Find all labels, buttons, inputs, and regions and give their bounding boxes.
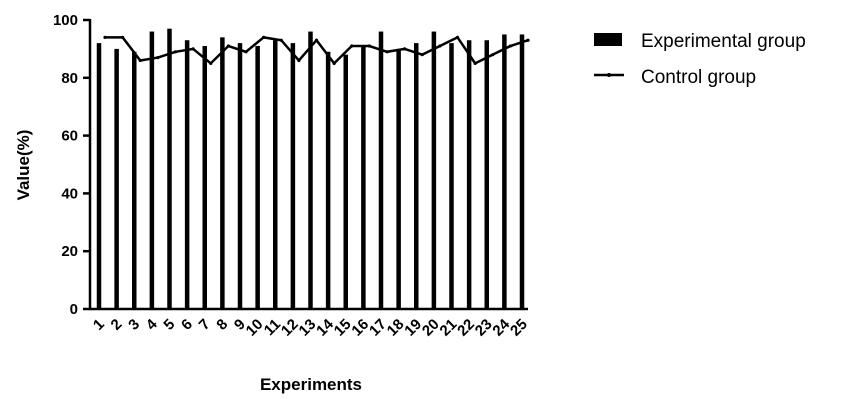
y-axis-title: Value(%) bbox=[14, 130, 33, 201]
x-tick-label-7: 7 bbox=[196, 316, 214, 334]
control-point-4 bbox=[156, 55, 160, 60]
bar-24 bbox=[502, 34, 507, 309]
control-point-23 bbox=[491, 53, 495, 57]
control-point-20 bbox=[438, 44, 442, 48]
legend-swatch-control-point bbox=[607, 73, 611, 77]
control-point-12 bbox=[297, 58, 301, 63]
control-point-10 bbox=[262, 35, 266, 39]
control-point-15 bbox=[350, 44, 354, 48]
y-tick-label: 60 bbox=[61, 128, 78, 145]
x-tick-labels: 1 2 3 4 5 6 7 8 91011121314151617181920212223242… bbox=[90, 315, 531, 339]
legend-label-experimental: Experimental group bbox=[641, 31, 806, 52]
control-point-22 bbox=[473, 61, 477, 65]
bar-11 bbox=[273, 40, 278, 309]
control-point-2 bbox=[121, 35, 125, 39]
control-point-3 bbox=[138, 58, 142, 63]
control-point-21 bbox=[455, 35, 460, 39]
bar-25 bbox=[519, 34, 525, 309]
control-point-25 bbox=[526, 38, 530, 42]
bar-14 bbox=[325, 51, 331, 309]
bar-18 bbox=[396, 48, 401, 310]
control-point-1 bbox=[103, 35, 107, 39]
bar-1 bbox=[96, 43, 102, 310]
y-tick-label: 0 bbox=[70, 301, 78, 318]
bar-9 bbox=[237, 43, 243, 310]
bar-13 bbox=[308, 31, 313, 310]
control-point-7 bbox=[209, 61, 213, 65]
x-tick-label-5: 5 bbox=[160, 316, 178, 334]
bars-layer bbox=[96, 28, 525, 310]
bar-22 bbox=[466, 40, 472, 309]
x-tick-label-3: 3 bbox=[125, 316, 143, 334]
y-tick-label: 100 bbox=[53, 12, 78, 29]
y-tick-label: 20 bbox=[61, 243, 78, 260]
bar-8 bbox=[220, 37, 225, 310]
x-tick-label-2: 2 bbox=[108, 316, 126, 334]
bar-12 bbox=[290, 43, 296, 310]
x-tick-label-8: 8 bbox=[213, 316, 231, 334]
bar-10 bbox=[255, 46, 260, 309]
y-tick-label: 80 bbox=[61, 70, 78, 87]
bar-5 bbox=[167, 28, 172, 309]
bar-19 bbox=[414, 43, 419, 310]
control-point-14 bbox=[332, 61, 336, 65]
bar-7 bbox=[202, 46, 207, 309]
x-axis-title: Experiments bbox=[260, 375, 362, 394]
bar-4 bbox=[149, 31, 155, 310]
bar-3 bbox=[132, 51, 137, 309]
x-tick-label-1: 1 bbox=[90, 316, 108, 334]
y-tick-labels: 0 20 40 60 80 100 bbox=[53, 12, 78, 318]
control-point-6 bbox=[191, 47, 195, 51]
bar-21 bbox=[449, 43, 454, 310]
control-point-9 bbox=[244, 50, 248, 54]
bar-17 bbox=[378, 31, 384, 310]
bar-20 bbox=[431, 31, 437, 310]
control-point-17 bbox=[385, 50, 389, 54]
legend-swatch-experimental bbox=[594, 33, 622, 46]
legend: Experimental group Control group bbox=[594, 31, 806, 88]
bar-6 bbox=[184, 40, 190, 309]
control-point-13 bbox=[314, 38, 319, 42]
bar-23 bbox=[484, 40, 489, 309]
control-point-19 bbox=[420, 53, 424, 57]
x-tick-label-6: 6 bbox=[178, 316, 196, 334]
control-point-16 bbox=[367, 44, 371, 48]
bar-16 bbox=[361, 46, 366, 309]
bar-15 bbox=[343, 54, 348, 310]
control-point-5 bbox=[173, 50, 178, 54]
y-tick-label: 40 bbox=[61, 185, 78, 202]
control-point-24 bbox=[508, 44, 512, 48]
control-line-layer bbox=[103, 35, 530, 66]
control-point-8 bbox=[226, 44, 230, 48]
x-tick-label-25: 25 bbox=[507, 316, 531, 340]
x-tick-label-4: 4 bbox=[143, 315, 161, 333]
control-point-11 bbox=[279, 38, 283, 42]
axes-layer bbox=[83, 18, 528, 311]
bar-2 bbox=[114, 48, 119, 310]
legend-label-control: Control group bbox=[641, 67, 756, 88]
control-point-18 bbox=[403, 47, 407, 51]
